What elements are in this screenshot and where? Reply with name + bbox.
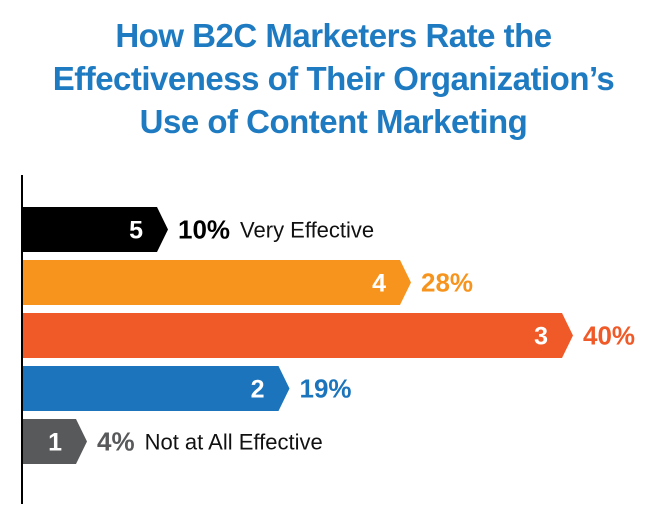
bar-rating-1 [22,419,87,464]
bar-rating-4 [22,260,411,305]
rating-description-5: Very Effective [240,218,374,243]
bar-rating-2 [22,366,290,411]
bar-rating-label-1: 1 [48,429,62,457]
rating-description-1: Not at All Effective [145,430,323,455]
data-label-rating-1: 4% [97,427,135,457]
bar-rating-5 [22,207,168,252]
bar-rating-3 [22,313,573,358]
bar-rating-label-4: 4 [372,270,386,298]
bar-rating-label-5: 5 [129,217,143,245]
data-label-rating-3: 40% [583,321,635,351]
data-label-rating-2: 19% [300,374,352,404]
chart-title-line-1: How B2C Marketers Rate the [115,17,552,54]
chart-title-line-3: Use of Content Marketing [139,103,528,140]
data-label-rating-4: 28% [421,268,473,298]
bar-rating-label-3: 3 [534,323,548,351]
data-label-rating-5: 10% [178,215,230,245]
chart-title-line-2: Effectiveness of Their Organization’s [52,60,615,97]
chart-title: How B2C Marketers Rate the Effectiveness… [0,14,667,143]
bar-rating-label-2: 2 [251,376,265,404]
